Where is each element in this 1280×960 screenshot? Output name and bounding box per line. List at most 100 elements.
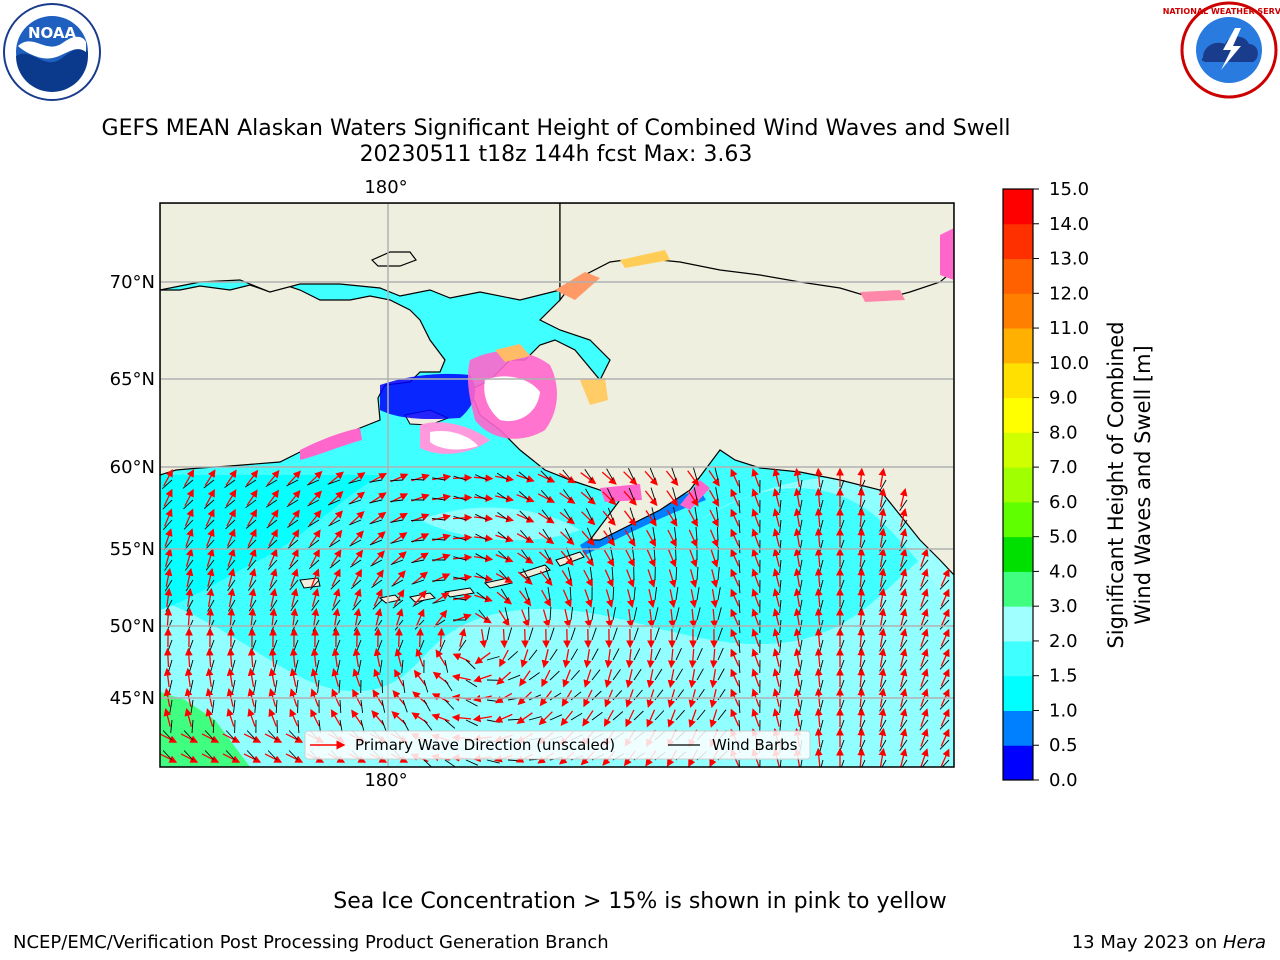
wave-direction-arrow bbox=[520, 649, 529, 668]
wind-barb bbox=[392, 599, 404, 609]
wind-barb bbox=[591, 627, 597, 641]
wind-barb bbox=[275, 699, 278, 714]
wind-barb bbox=[694, 507, 698, 521]
wave-direction-arrow bbox=[857, 487, 866, 508]
wave-direction-arrow bbox=[184, 508, 194, 527]
wave-direction-arrow bbox=[494, 713, 513, 723]
wave-direction-arrow bbox=[391, 551, 407, 565]
wind-barb bbox=[654, 627, 660, 641]
wind-barb bbox=[225, 750, 236, 761]
wave-direction-arrow bbox=[353, 588, 362, 607]
wave-direction-arrow bbox=[751, 668, 760, 687]
wind-barb bbox=[170, 719, 173, 733]
wave-direction-arrow bbox=[560, 531, 575, 546]
wave-direction-arrow bbox=[264, 753, 283, 763]
wind-barb bbox=[543, 548, 551, 561]
wind-barb bbox=[453, 515, 467, 521]
wave-direction-arrow bbox=[205, 508, 215, 527]
wave-direction-arrow bbox=[793, 467, 802, 488]
wind-barb bbox=[390, 519, 404, 523]
wave-direction-arrow bbox=[516, 474, 535, 483]
wave-direction-arrow bbox=[710, 588, 719, 609]
wave-direction-arrow bbox=[920, 608, 929, 627]
wave-direction-arrow bbox=[623, 490, 637, 506]
colorbar-tick-label: 1.5 bbox=[1049, 666, 1078, 687]
sea-ice-note: Sea Ice Concentration > 15% is shown in … bbox=[333, 889, 947, 914]
wind-barb bbox=[432, 497, 446, 501]
wave-direction-arrow bbox=[772, 568, 781, 587]
wave-direction-arrow bbox=[373, 647, 382, 667]
wind-barb bbox=[465, 759, 479, 766]
wave-direction-arrow bbox=[226, 708, 235, 727]
wind-barb bbox=[328, 539, 341, 548]
wind-barb bbox=[738, 499, 741, 514]
wave-direction-arrow bbox=[458, 628, 467, 647]
wave-direction-arrow bbox=[332, 588, 341, 607]
wave-direction-arrow bbox=[247, 528, 257, 547]
wind-barb bbox=[549, 648, 558, 661]
wave-direction-arrow bbox=[160, 753, 178, 763]
wave-direction-arrow bbox=[183, 469, 195, 487]
wind-barb bbox=[654, 607, 659, 621]
wave-direction-arrow bbox=[349, 472, 366, 484]
wind-barb bbox=[901, 759, 908, 767]
wave-direction-arrow bbox=[559, 492, 576, 504]
wave-direction-arrow bbox=[814, 747, 823, 767]
wave-direction-arrow bbox=[516, 712, 533, 724]
wind-barb bbox=[265, 499, 278, 508]
wind-barb bbox=[391, 579, 404, 587]
wind-barb bbox=[738, 679, 741, 694]
wind-barb bbox=[717, 587, 721, 601]
wind-barb bbox=[369, 479, 383, 483]
wave-direction-arrow bbox=[604, 669, 613, 688]
colorbar-tick-label: 9.0 bbox=[1049, 388, 1078, 409]
wind-barb bbox=[183, 730, 194, 741]
wind-barb bbox=[317, 679, 320, 693]
wave-direction-arrow bbox=[751, 588, 760, 607]
wave-direction-arrow bbox=[516, 513, 535, 523]
wind-barb bbox=[204, 750, 215, 761]
wind-barb bbox=[453, 475, 467, 481]
wave-direction-arrow bbox=[500, 628, 509, 649]
wave-direction-arrow bbox=[687, 490, 699, 507]
wind-barb bbox=[444, 719, 456, 729]
wave-direction-arrow bbox=[288, 529, 300, 547]
wave-direction-arrow bbox=[370, 531, 386, 545]
wave-direction-arrow bbox=[772, 708, 781, 727]
wave-direction-arrow bbox=[184, 647, 193, 668]
wave-direction-arrow bbox=[310, 668, 319, 687]
wave-direction-arrow bbox=[416, 627, 425, 648]
wave-direction-arrow bbox=[269, 587, 278, 607]
nws-logo: NATIONAL WEATHER SERVICE bbox=[1163, 1, 1280, 99]
wind-barb bbox=[633, 648, 641, 661]
wave-direction-arrow bbox=[349, 511, 365, 525]
wind-barb bbox=[486, 627, 490, 641]
wave-direction-arrow bbox=[289, 708, 299, 727]
wave-direction-arrow bbox=[878, 707, 887, 728]
wave-direction-arrow bbox=[331, 568, 341, 587]
wave-direction-arrow bbox=[857, 507, 866, 528]
wind-barb bbox=[939, 739, 950, 750]
wave-direction-arrow bbox=[452, 553, 473, 562]
wind-barb bbox=[390, 539, 404, 544]
wave-direction-arrow bbox=[412, 571, 429, 585]
wind-barb bbox=[360, 699, 364, 713]
wind-barb bbox=[410, 519, 425, 521]
wave-direction-arrow bbox=[645, 510, 657, 527]
wave-direction-arrow bbox=[268, 548, 278, 567]
colorbar-tick-label: 1.0 bbox=[1049, 700, 1078, 721]
wave-direction-arrow bbox=[667, 669, 676, 689]
wave-direction-arrow bbox=[206, 567, 215, 587]
wave-direction-arrow bbox=[772, 648, 781, 667]
wave-direction-arrow bbox=[184, 708, 193, 727]
wave-direction-arrow bbox=[269, 607, 278, 627]
wave-direction-arrow bbox=[708, 489, 720, 507]
map-frame bbox=[159, 202, 955, 768]
colorbar-segment bbox=[1003, 675, 1033, 711]
chart-title: GEFS MEAN Alaskan Waters Significant Hei… bbox=[101, 116, 1011, 141]
wind-barb bbox=[567, 567, 572, 581]
wave-direction-arrow bbox=[201, 753, 220, 763]
wave-direction-arrow bbox=[751, 628, 760, 647]
wave-direction-arrow bbox=[452, 653, 471, 663]
wind-barb bbox=[861, 759, 866, 767]
